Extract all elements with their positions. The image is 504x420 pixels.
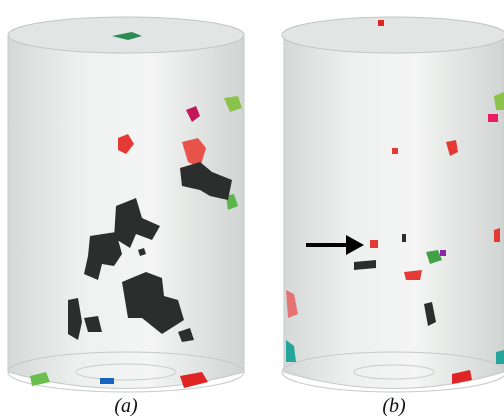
cylinder-b <box>282 17 504 392</box>
figure: (a) (b) <box>0 0 504 420</box>
caption-b: (b) <box>382 395 406 417</box>
cylinder-a <box>8 17 244 392</box>
page: (a) (b) (() => { const data = JSON.parse… <box>0 0 504 420</box>
caption-a: (a) <box>114 395 138 417</box>
